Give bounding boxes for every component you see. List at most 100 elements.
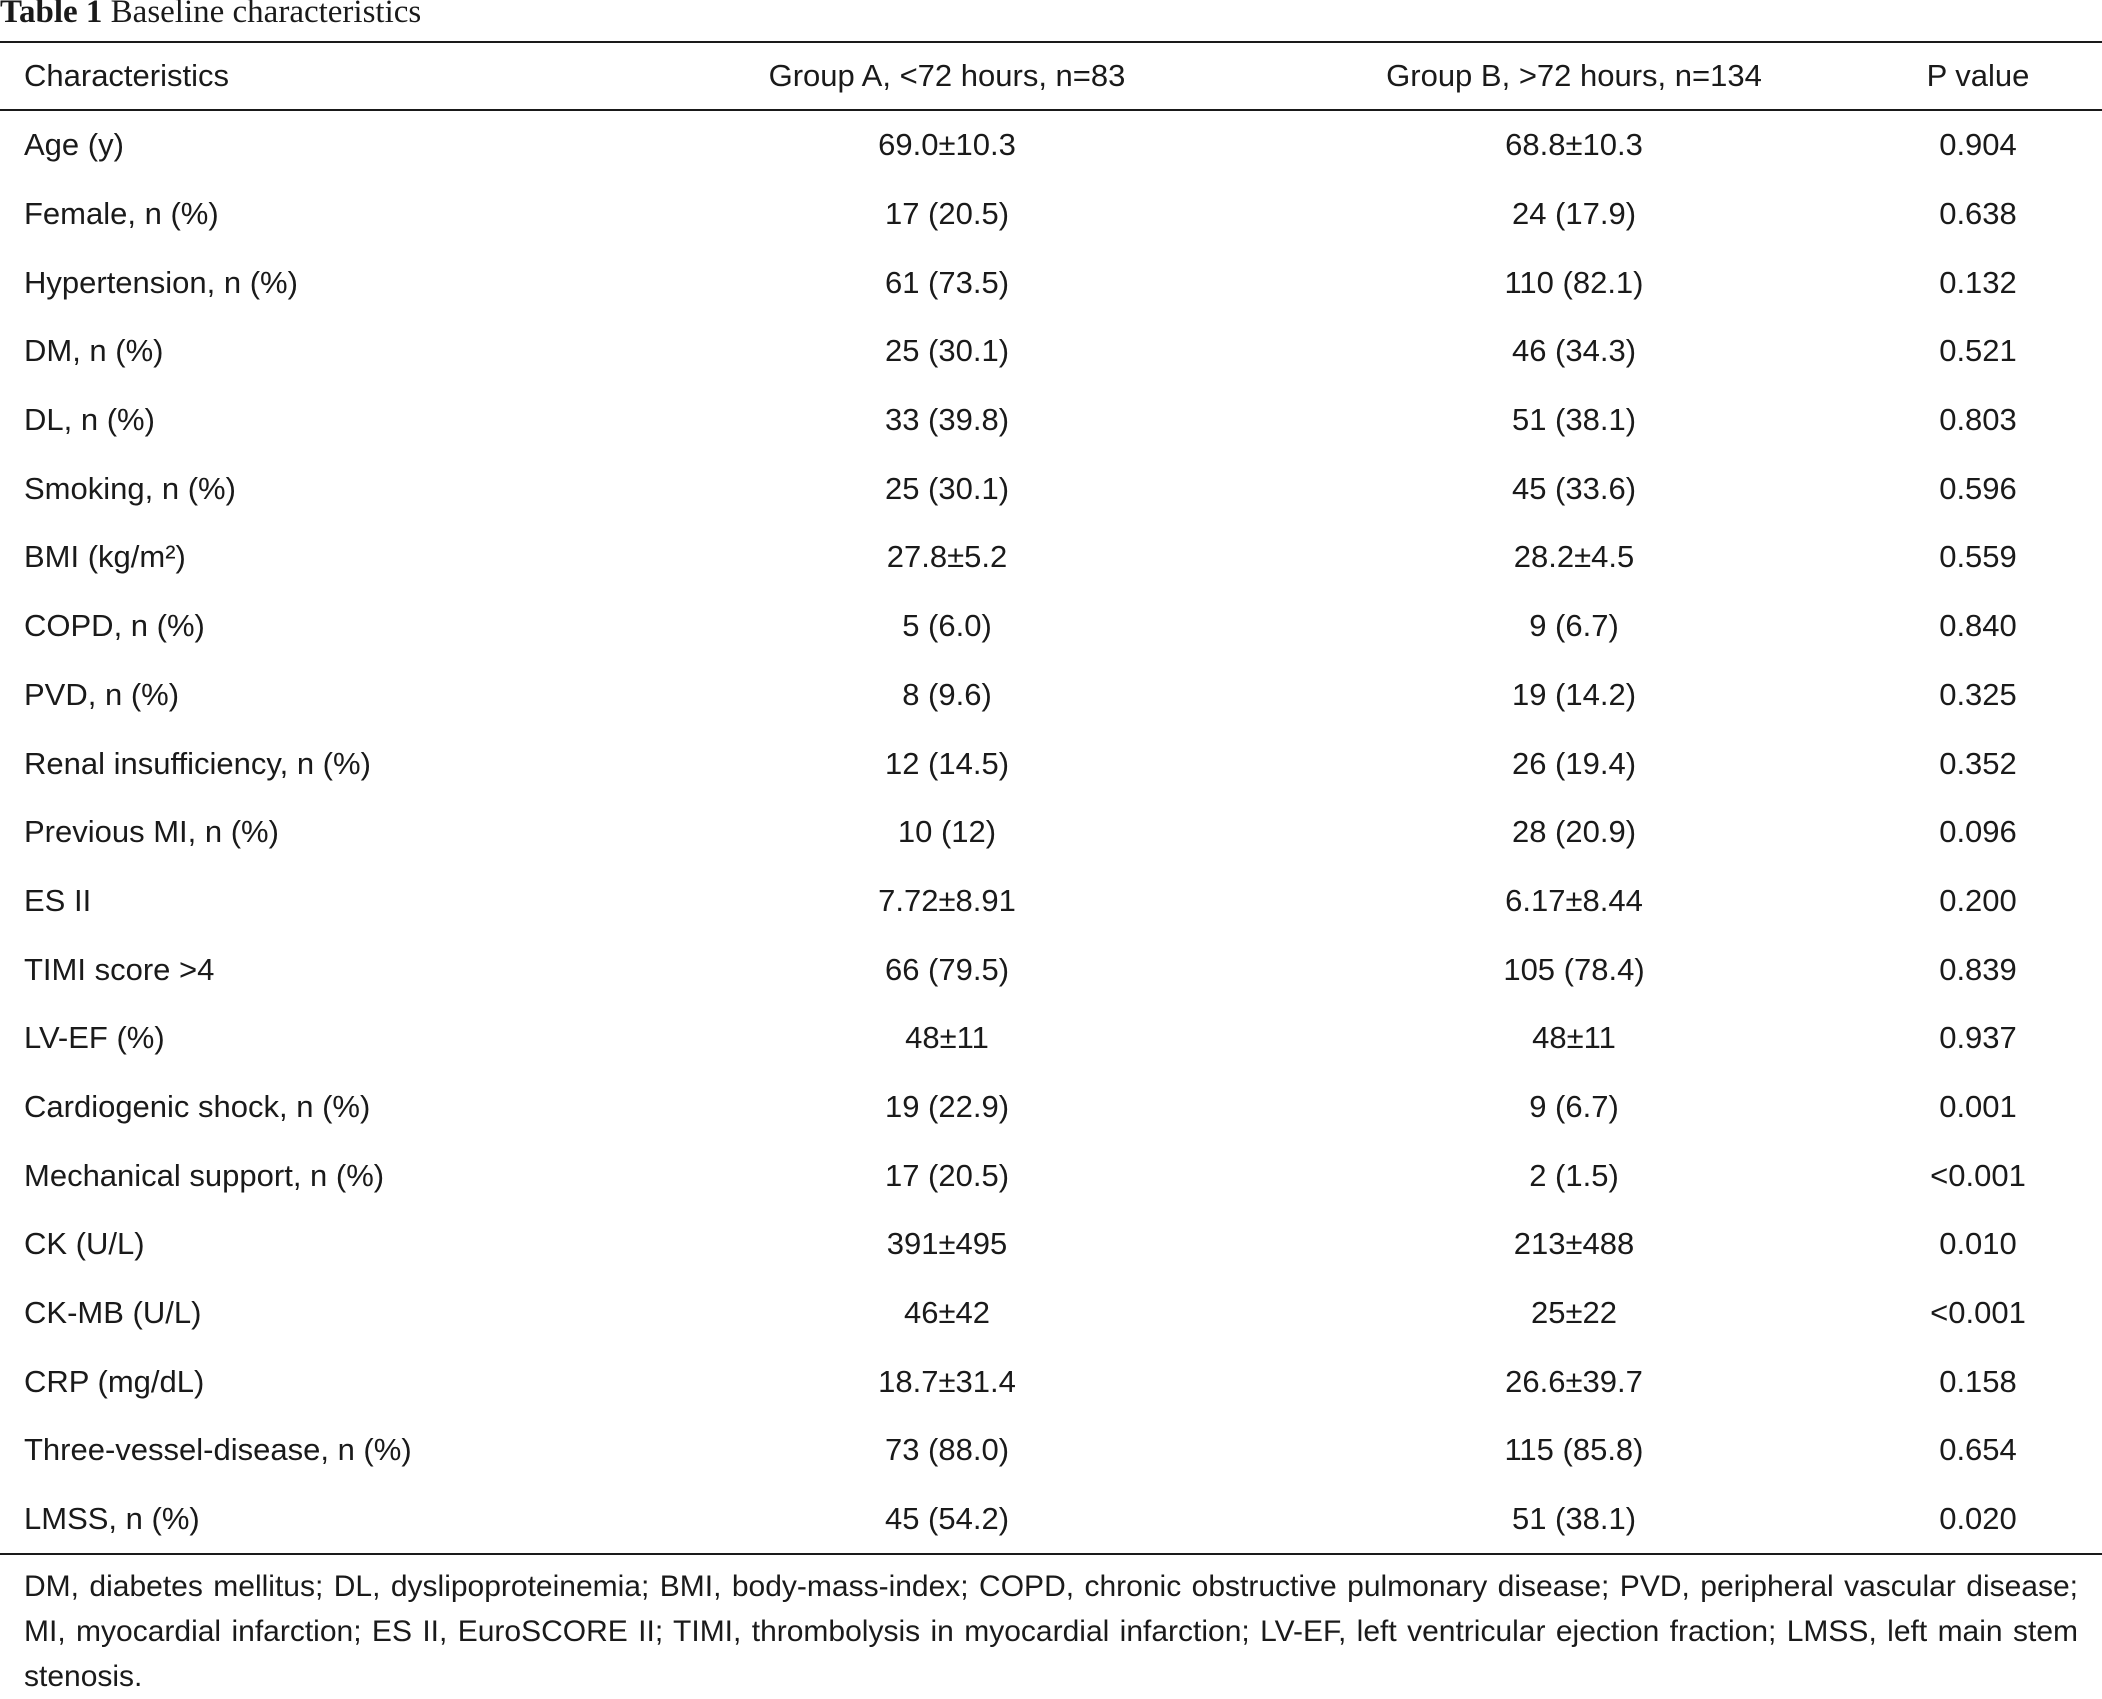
p-value-cell: 0.132 <box>1939 264 2017 300</box>
table-header-row: Characteristics Group A, <72 hours, n=83… <box>0 43 2102 109</box>
p-value-cell: 0.803 <box>1939 402 2017 438</box>
table-footnote: DM, diabetes mellitus; DL, dyslipoprotei… <box>24 1570 2078 1693</box>
table-row: DM, n (%) 25 (30.1) 46 (34.3) 0.521 <box>0 317 2102 386</box>
group-b-cell: 213±488 <box>1513 1226 1635 1262</box>
group-b-cell: 28.2±4.5 <box>1513 539 1635 575</box>
table-row: Age (y) 69.0±10.3 68.8±10.3 0.904 <box>0 109 2102 180</box>
table-row: Cardiogenic shock, n (%) 19 (22.9) 9 (6.7)… <box>0 1073 2102 1142</box>
table-row: Mechanical support, n (%) 17 (20.5) 2 (1.5… <box>0 1141 2102 1210</box>
p-value-cell: 0.654 <box>1939 1432 2017 1468</box>
table-row: Three-vessel-disease, n (%) 73 (88.0) 115 … <box>0 1416 2102 1485</box>
group-b-cell: 48±11 <box>1532 1020 1616 1056</box>
header-characteristics: Characteristics <box>24 58 229 93</box>
table-bottom-rule <box>0 1553 2102 1555</box>
group-a-cell: 25 (30.1) <box>884 333 1010 369</box>
p-value-cell: 0.521 <box>1939 333 2017 369</box>
table-row: CRP (mg/dL) 18.7±31.4 26.6±39.7 0.158 <box>0 1347 2102 1416</box>
characteristic-cell: CRP (mg/dL) <box>24 1363 205 1399</box>
characteristic-cell: PVD, n (%) <box>24 676 180 712</box>
p-value-cell: 0.559 <box>1939 539 2017 575</box>
table-row: Previous MI, n (%) 10 (12) 28 (20.9) 0.096 <box>0 798 2102 867</box>
characteristic-cell: Female, n (%) <box>24 196 219 232</box>
table-row: Smoking, n (%) 25 (30.1) 45 (33.6) 0.596 <box>0 454 2102 523</box>
table-top-rule <box>0 41 2102 43</box>
characteristic-cell: LV-EF (%) <box>24 1020 165 1056</box>
characteristic-cell: BMI (kg/m²) <box>24 539 186 575</box>
group-b-cell: 115 (85.8) <box>1504 1432 1644 1468</box>
group-b-cell: 19 (14.2) <box>1511 676 1637 712</box>
p-value-cell: 0.158 <box>1939 1363 2017 1399</box>
group-b-cell: 26 (19.4) <box>1511 745 1637 781</box>
group-a-cell: 46±42 <box>904 1295 990 1331</box>
group-a-cell: 17 (20.5) <box>884 196 1010 232</box>
group-b-cell: 9 (6.7) <box>1529 1088 1619 1124</box>
group-a-cell: 33 (39.8) <box>884 402 1010 438</box>
group-a-cell: 7.72±8.91 <box>878 882 1016 918</box>
characteristic-cell: Renal insufficiency, n (%) <box>24 745 371 781</box>
header-p-value: P value <box>1926 58 2030 93</box>
table-row: LMSS, n (%) 45 (54.2) 51 (38.1) 0.020 <box>0 1485 2102 1554</box>
group-b-cell: 2 (1.5) <box>1529 1157 1619 1193</box>
p-value-cell: <0.001 <box>1930 1157 2026 1193</box>
characteristic-cell: Hypertension, n (%) <box>24 264 298 300</box>
group-a-cell: 45 (54.2) <box>884 1501 1010 1537</box>
characteristic-cell: Mechanical support, n (%) <box>24 1157 385 1193</box>
group-b-cell: 9 (6.7) <box>1529 608 1619 644</box>
table-row: CK-MB (U/L) 46±42 25±22 <0.001 <box>0 1279 2102 1348</box>
p-value-cell: 0.200 <box>1939 882 2017 918</box>
group-a-cell: 18.7±31.4 <box>878 1363 1016 1399</box>
characteristic-cell: DL, n (%) <box>24 402 155 438</box>
table-row: DL, n (%) 33 (39.8) 51 (38.1) 0.803 <box>0 386 2102 455</box>
group-a-cell: 73 (88.0) <box>884 1432 1010 1468</box>
characteristic-cell: Cardiogenic shock, n (%) <box>24 1088 371 1124</box>
characteristic-cell: Age (y) <box>24 127 124 163</box>
group-b-cell: 6.17±8.44 <box>1505 882 1643 918</box>
table-row: PVD, n (%) 8 (9.6) 19 (14.2) 0.325 <box>0 661 2102 730</box>
baseline-characteristics-table: Characteristics Group A, <72 hours, n=83… <box>0 43 2102 1553</box>
characteristic-cell: COPD, n (%) <box>24 608 205 644</box>
p-value-cell: 0.001 <box>1939 1088 2017 1124</box>
p-value-cell: <0.001 <box>1930 1295 2026 1331</box>
characteristic-cell: CK (U/L) <box>24 1226 145 1262</box>
p-value-cell: 0.325 <box>1939 676 2017 712</box>
p-value-cell: 0.010 <box>1939 1226 2017 1262</box>
group-b-cell: 110 (82.1) <box>1504 264 1644 300</box>
characteristic-cell: Smoking, n (%) <box>24 470 236 506</box>
characteristic-cell: DM, n (%) <box>24 333 164 369</box>
group-a-cell: 5 (6.0) <box>902 608 992 644</box>
p-value-cell: 0.096 <box>1939 814 2017 850</box>
table-caption-text: Baseline characteristics <box>110 0 422 30</box>
table-row: Female, n (%) 17 (20.5) 24 (17.9) 0.638 <box>0 180 2102 249</box>
group-b-cell: 68.8±10.3 <box>1505 127 1643 163</box>
p-value-cell: 0.352 <box>1939 745 2017 781</box>
characteristic-cell: CK-MB (U/L) <box>24 1295 202 1331</box>
table-caption: Table 1 Baseline characteristics <box>0 0 421 30</box>
group-a-cell: 61 (73.5) <box>884 264 1010 300</box>
header-group-a: Group A, <72 hours, n=83 <box>768 58 1126 93</box>
p-value-cell: 0.937 <box>1939 1020 2017 1056</box>
table-row: ES II 7.72±8.91 6.17±8.44 0.200 <box>0 867 2102 936</box>
characteristic-cell: Previous MI, n (%) <box>24 814 279 850</box>
table-caption-label: Table 1 <box>0 0 103 30</box>
group-b-cell: 51 (38.1) <box>1511 1501 1637 1537</box>
group-a-cell: 27.8±5.2 <box>886 539 1008 575</box>
table-row: BMI (kg/m²) 27.8±5.2 28.2±4.5 0.559 <box>0 523 2102 592</box>
p-value-cell: 0.839 <box>1939 951 2017 987</box>
header-group-b: Group B, >72 hours, n=134 <box>1386 58 1762 93</box>
table-header-rule <box>0 109 2102 111</box>
group-a-cell: 17 (20.5) <box>884 1157 1010 1193</box>
characteristic-cell: Three-vessel-disease, n (%) <box>24 1432 412 1468</box>
group-a-cell: 25 (30.1) <box>884 470 1010 506</box>
group-b-cell: 25±22 <box>1531 1295 1617 1331</box>
group-b-cell: 105 (78.4) <box>1503 951 1645 987</box>
group-b-cell: 26.6±39.7 <box>1505 1363 1643 1399</box>
group-b-cell: 28 (20.9) <box>1511 814 1637 850</box>
table-row: TIMI score >4 66 (79.5) 105 (78.4) 0.839 <box>0 935 2102 1004</box>
group-b-cell: 24 (17.9) <box>1511 196 1637 232</box>
characteristic-cell: TIMI score >4 <box>24 951 215 987</box>
p-value-cell: 0.840 <box>1939 608 2017 644</box>
table-row: Renal insufficiency, n (%) 12 (14.5) 26 (1… <box>0 729 2102 798</box>
group-b-cell: 46 (34.3) <box>1511 333 1637 369</box>
p-value-cell: 0.638 <box>1939 196 2017 232</box>
